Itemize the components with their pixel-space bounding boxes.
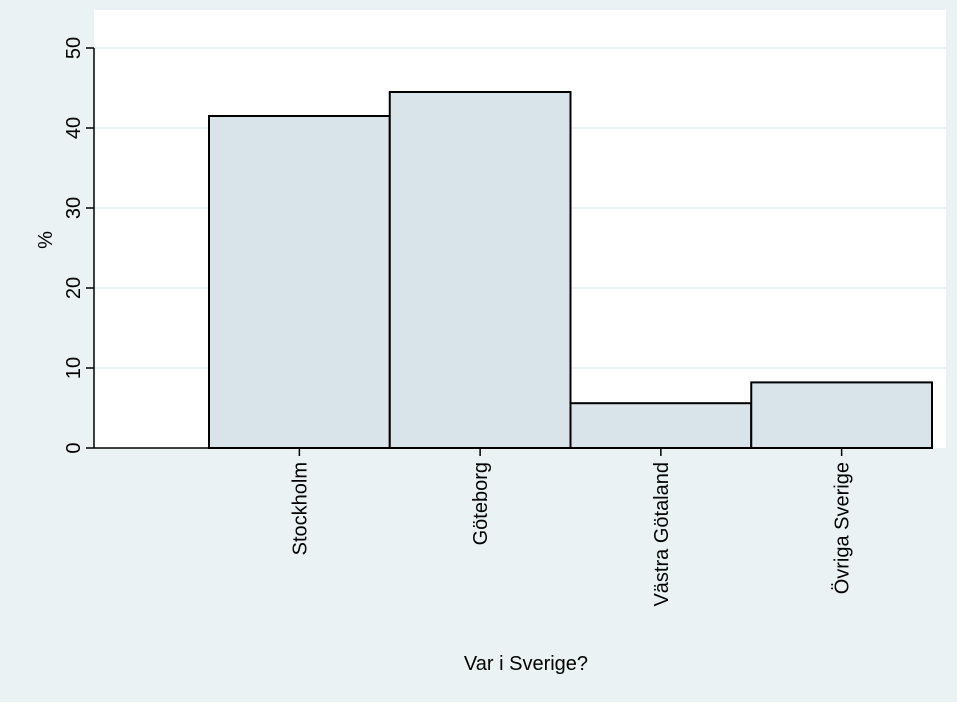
y-axis-label: %: [35, 231, 57, 249]
x-tick-label: Göteborg: [470, 462, 492, 545]
x-tick-label: Stockholm: [289, 462, 311, 555]
y-tick-label: 40: [63, 117, 85, 139]
bar-3: [569, 402, 753, 450]
y-tick-label: 10: [63, 357, 85, 379]
y-tick-label: 50: [63, 37, 85, 59]
y-tick-label: 20: [63, 277, 85, 299]
x-tick-label: Västra Götaland: [651, 462, 673, 607]
bar-2: [388, 91, 572, 449]
x-axis-label: Var i Sverige?: [464, 653, 588, 675]
y-axis-ticks: 0 10 20 30 40 50: [63, 37, 94, 454]
bar-1: [208, 115, 391, 449]
x-tick-label: Övriga Sverige: [832, 462, 854, 594]
y-tick-label: 0: [63, 442, 85, 453]
bars: [208, 91, 933, 450]
bar-4: [750, 381, 933, 449]
x-axis-ticks: Stockholm Göteborg Västra Götaland Övriga S…: [289, 448, 854, 607]
y-tick-label: 30: [63, 197, 85, 219]
